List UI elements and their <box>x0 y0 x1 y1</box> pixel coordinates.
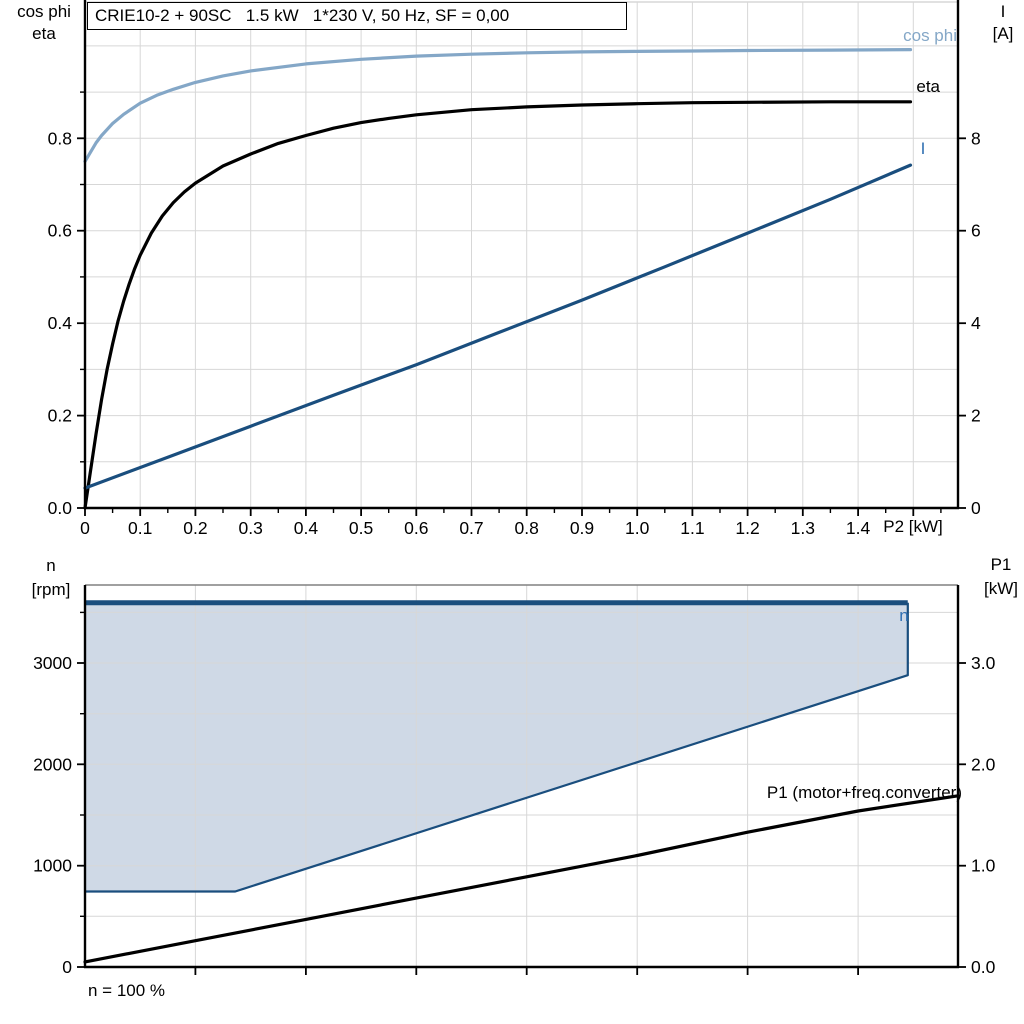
y-left-tick-label: 3000 <box>33 653 72 673</box>
y-right-tick-label: 1.0 <box>971 856 996 876</box>
y-left-tick-label: 0.6 <box>48 221 72 241</box>
x-tick-label: 0.6 <box>404 518 428 538</box>
y-right-tick-label: 4 <box>971 313 981 333</box>
current-curve-label: I <box>920 139 926 158</box>
y-right-tick-label: 8 <box>971 128 981 148</box>
cos-phi-curve-label: cos phi <box>903 26 957 45</box>
bottom-left-axis-title-line1: n <box>46 556 56 575</box>
x-tick-label: 1.2 <box>735 518 759 538</box>
y-left-tick-label: 0 <box>62 957 72 977</box>
top-right-axis-title-line1: I <box>1000 2 1006 21</box>
y-left-tick-label: 1000 <box>33 856 72 876</box>
cos-phi-curve <box>83 47 913 163</box>
x-axis-unit-label: P2 [kW] <box>883 517 943 536</box>
y-left-tick-label: 0.2 <box>48 406 72 426</box>
y-right-tick-label: 0 <box>971 498 981 518</box>
x-tick-label: 0 <box>80 518 90 538</box>
speed-region-label: n <box>899 606 909 625</box>
y-right-tick-label: 6 <box>971 221 981 241</box>
eta-curve <box>83 100 913 510</box>
y-right-tick-label: 3.0 <box>971 653 996 673</box>
y-left-tick-label: 0.4 <box>48 313 73 333</box>
top-left-axis-title-line1: cos phi <box>17 2 71 21</box>
x-tick-label: 0.5 <box>349 518 373 538</box>
bottom-right-axis-title-line2: [kW] <box>984 579 1018 598</box>
eta-curve-label: eta <box>916 77 940 96</box>
top-left-axis-title-line2: eta <box>32 24 56 43</box>
x-tick-label: 0.9 <box>570 518 594 538</box>
n-region-border <box>85 602 909 893</box>
x-tick-label: 0.1 <box>128 518 152 538</box>
x-tick-label: 0.3 <box>239 518 263 538</box>
x-tick-label: 0.4 <box>294 518 319 538</box>
top-right-axis-title-line2: [A] <box>992 24 1014 43</box>
y-left-tick-label: 2000 <box>33 754 72 774</box>
x-tick-label: 1.4 <box>846 518 871 538</box>
bottom-left-axis-title-line2: [rpm] <box>31 580 71 599</box>
bottom-right-axis-title-line1: P1 <box>990 555 1012 574</box>
x-tick-label: 0.7 <box>459 518 483 538</box>
x-tick-label: 0.8 <box>515 518 539 538</box>
chart-title-box: CRIE10-2 + 90SC 1.5 kW 1*230 V, 50 Hz, S… <box>87 2 627 30</box>
x-tick-label: 1.1 <box>680 518 704 538</box>
i-curve <box>83 163 913 490</box>
y-right-tick-label: 2.0 <box>971 754 996 774</box>
y-right-tick-label: 2 <box>971 406 981 426</box>
y-left-tick-label: 0.0 <box>48 498 73 518</box>
y-left-tick-label: 0.8 <box>48 128 72 148</box>
x-tick-label: 1.3 <box>791 518 815 538</box>
p1-curve-label: P1 (motor+freq.converter) <box>766 783 962 802</box>
x-tick-label: 0.2 <box>183 518 207 538</box>
n-region-fill <box>85 602 908 892</box>
x-tick-label: 1.0 <box>625 518 650 538</box>
speed-footnote: n = 100 % <box>88 981 166 1000</box>
y-right-tick-label: 0.0 <box>971 957 996 977</box>
p1-motor-freq-converter-curve <box>83 794 960 964</box>
